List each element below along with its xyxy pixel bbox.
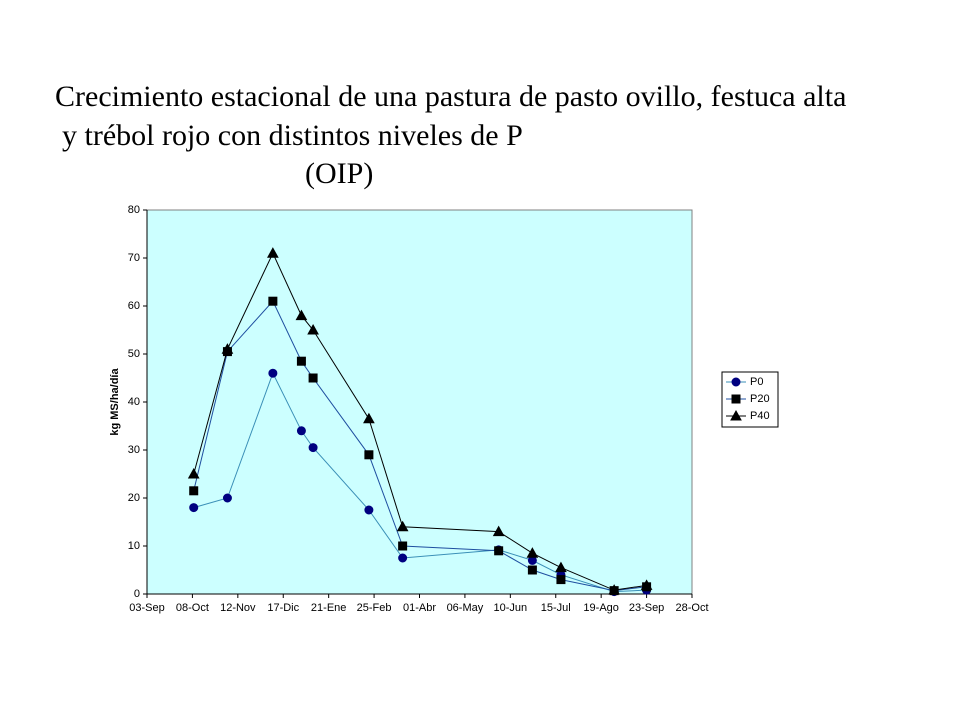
x-tick-label: 08-Oct: [176, 602, 209, 614]
data-point: [222, 493, 232, 503]
data-point: [364, 505, 374, 515]
chart-title: (OIP): [305, 157, 373, 190]
data-point: [307, 323, 319, 335]
x-tick-label: 28-Oct: [675, 602, 708, 614]
data-point: [640, 579, 653, 590]
legend-label: P20: [750, 393, 770, 405]
series-line: [193, 300, 647, 592]
data-point: [308, 443, 318, 453]
y-tick-label: 40: [128, 396, 140, 408]
data-point: [492, 525, 505, 537]
data-point: [295, 309, 308, 321]
data-point: [268, 368, 278, 378]
data-point: [268, 296, 278, 306]
x-tick-label: 17-Dic: [267, 602, 299, 614]
data-point: [526, 547, 539, 558]
y-tick-label: 10: [128, 540, 140, 552]
data-point: [296, 356, 306, 366]
data-point: [556, 575, 566, 585]
y-tick-label: 30: [128, 444, 140, 456]
data-point: [308, 373, 318, 383]
y-tick-label: 60: [128, 300, 140, 312]
x-tick-label: 03-Sep: [129, 602, 164, 614]
chart-title: Crecimiento estacional de una pastura de…: [55, 80, 846, 113]
series-line: [193, 371, 647, 593]
plot-area: [146, 209, 693, 595]
data-point: [608, 584, 620, 595]
data-point: [363, 412, 375, 424]
data-point: [296, 426, 306, 436]
y-tick-label: 80: [128, 204, 140, 216]
y-tick-label: 20: [128, 492, 140, 504]
y-tick-label: 70: [128, 252, 140, 264]
data-point: [189, 503, 199, 513]
data-point: [221, 343, 234, 354]
data-point: [494, 546, 504, 556]
data-point: [398, 541, 408, 551]
y-tick-label: 50: [128, 348, 140, 360]
data-point: [527, 565, 537, 575]
x-tick-label: 21-Ene: [311, 602, 346, 614]
legend-marker: [730, 409, 742, 421]
y-tick-label: 0: [134, 588, 140, 600]
legend-label: P0: [750, 376, 763, 388]
legend-marker: [731, 377, 741, 387]
data-point: [398, 553, 408, 563]
x-tick-label: 19-Ago: [583, 602, 618, 614]
data-point: [396, 520, 409, 532]
data-point: [267, 247, 279, 258]
y-axis-label: kg MS/ha/día: [109, 368, 121, 436]
legend-label: P40: [750, 410, 770, 422]
x-tick-label: 10-Jun: [494, 602, 528, 614]
x-tick-label: 01-Abr: [403, 602, 436, 614]
data-point: [364, 450, 374, 460]
x-tick-label: 25-Feb: [357, 602, 392, 614]
legend-marker: [731, 394, 741, 404]
data-point: [555, 561, 567, 573]
x-tick-label: 12-Nov: [220, 602, 256, 614]
x-tick-label: 23-Sep: [629, 602, 664, 614]
data-point: [189, 486, 199, 496]
x-tick-label: 15-Jul: [541, 602, 571, 614]
chart-title: y trébol rojo con distintos niveles de P: [62, 119, 523, 152]
data-point: [187, 467, 200, 479]
x-tick-label: 06-May: [447, 602, 484, 614]
series-line: [193, 252, 647, 591]
